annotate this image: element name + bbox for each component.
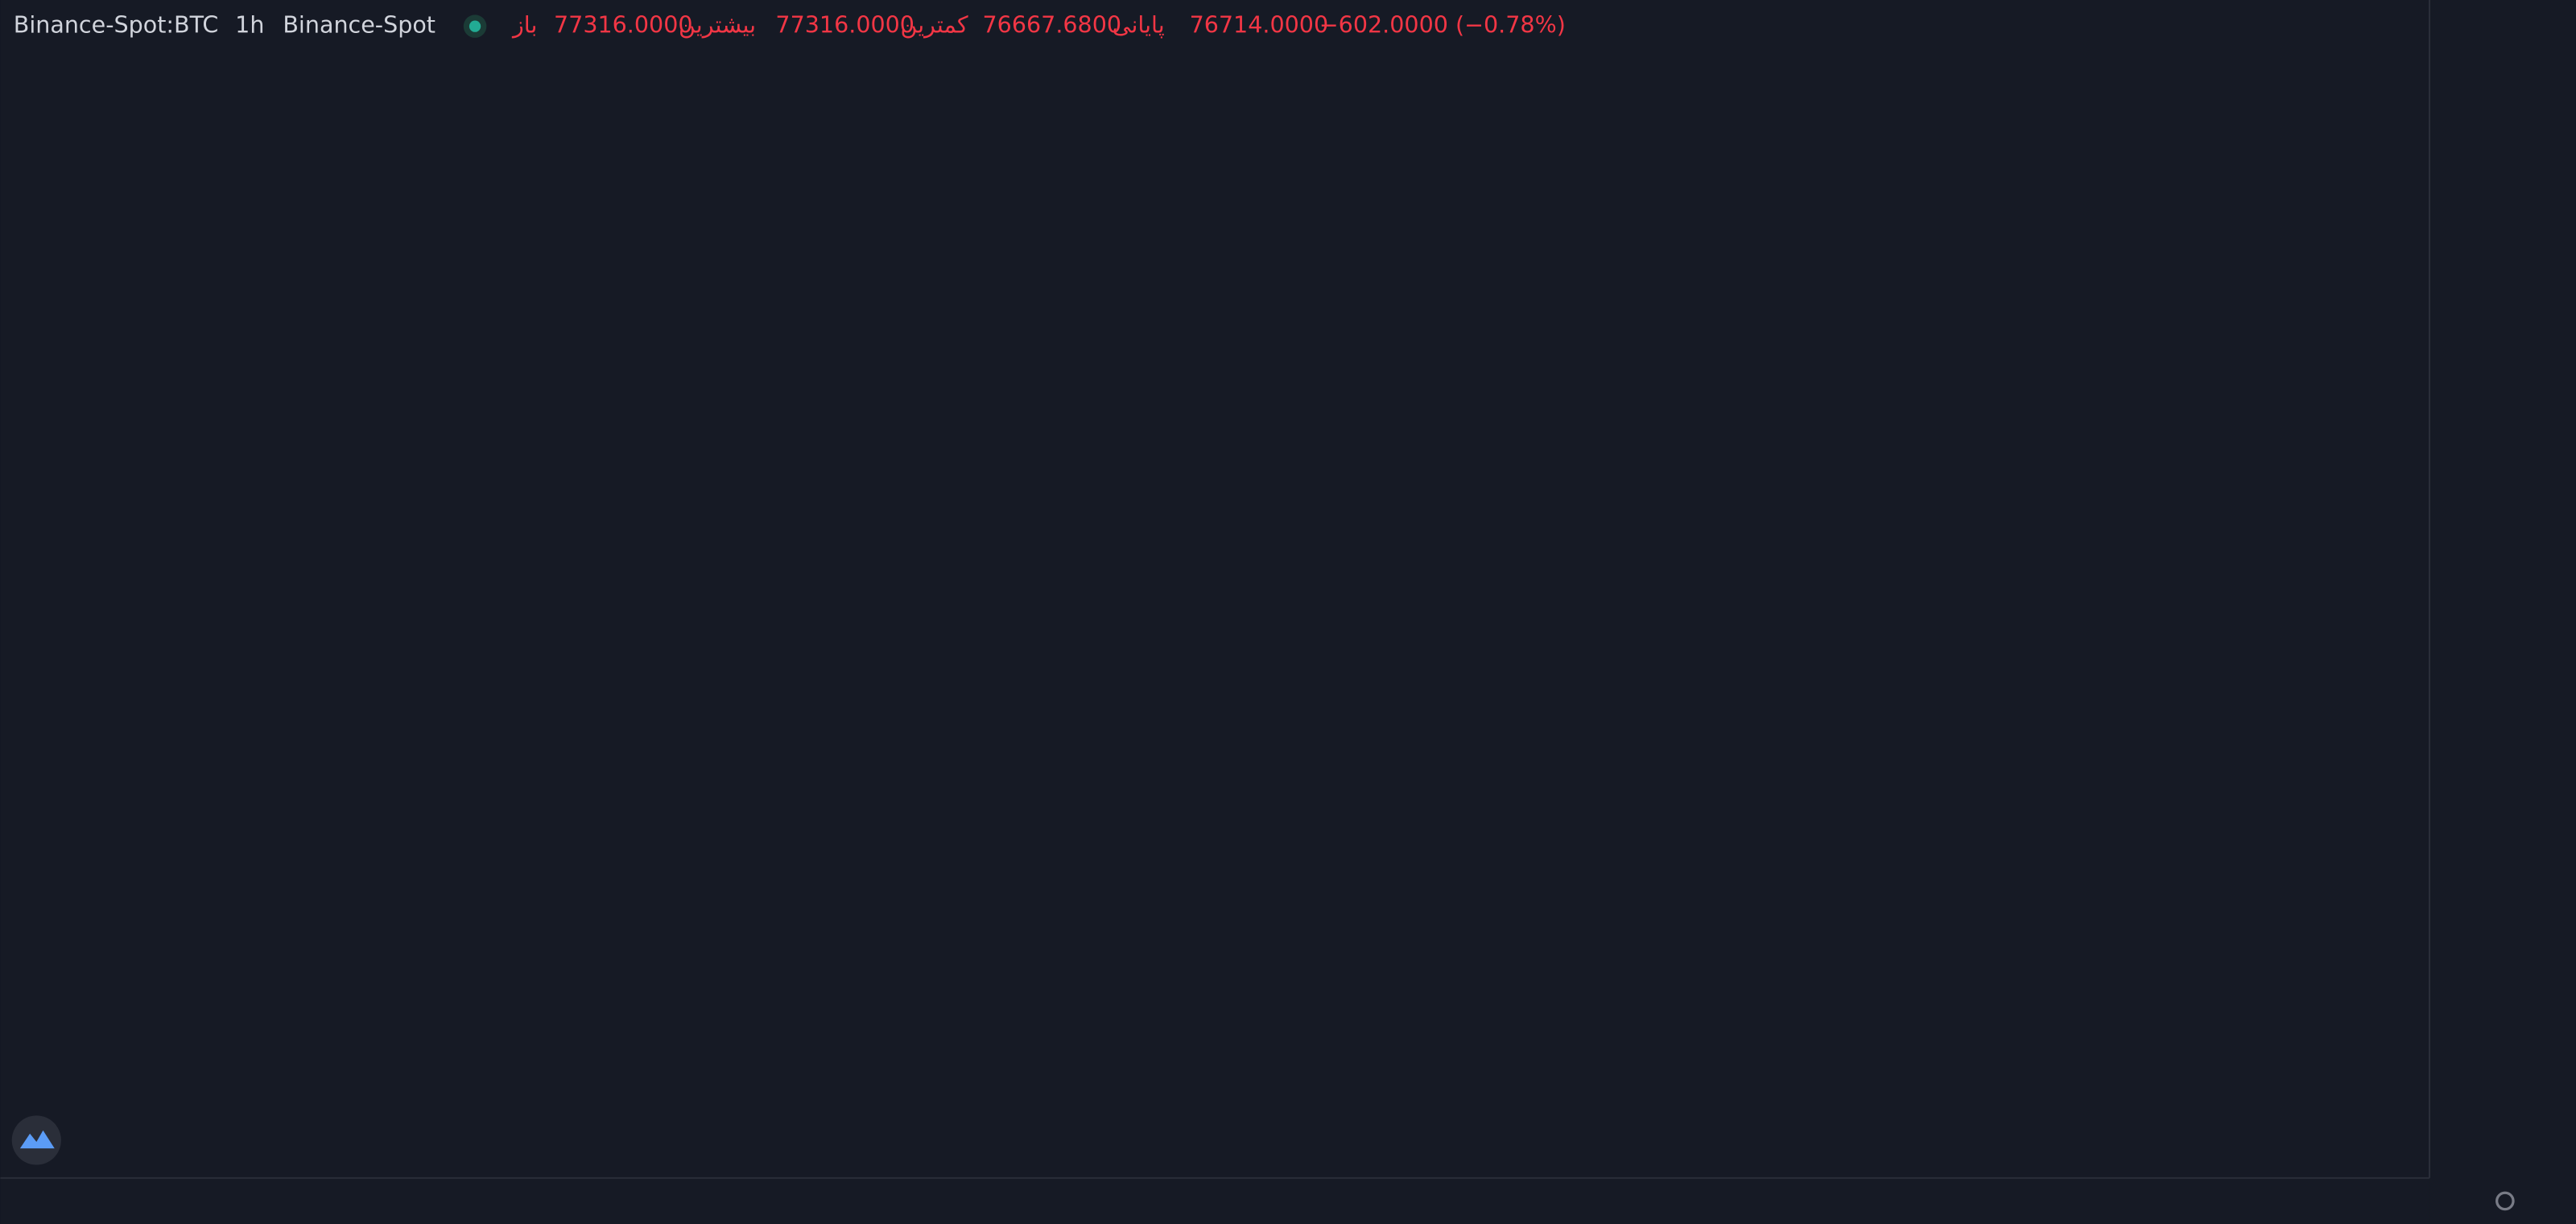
settings-button[interactable] <box>2496 1191 2515 1211</box>
ohlc-value: 76667.6800 <box>983 11 1122 39</box>
ohlc-label: کمترین <box>900 11 968 39</box>
ohlc-label: باز <box>511 11 537 39</box>
symbol: Binance-Spot:BTC <box>14 11 219 39</box>
exchange: Binance-Spot <box>283 11 436 39</box>
interval[interactable]: 1h <box>235 11 264 39</box>
header: Binance-Spot:BTC 1h Binance-Spot باز 773… <box>14 11 1566 39</box>
logo[interactable] <box>11 1115 61 1165</box>
ohlc-label: بیشترین <box>679 11 756 39</box>
ohlc-value: 76714.0000 <box>1190 11 1329 39</box>
ohlc-value: 77316.0000 <box>554 11 693 39</box>
change: −602.0000 (−0.78%) <box>1319 11 1566 39</box>
ohlc-label: پایانی <box>1113 11 1165 39</box>
logo-icon <box>19 1130 55 1149</box>
price-axis-panel <box>2429 0 2576 1224</box>
status-dot <box>469 20 481 32</box>
ohlc-value: 77316.0000 <box>775 11 914 39</box>
